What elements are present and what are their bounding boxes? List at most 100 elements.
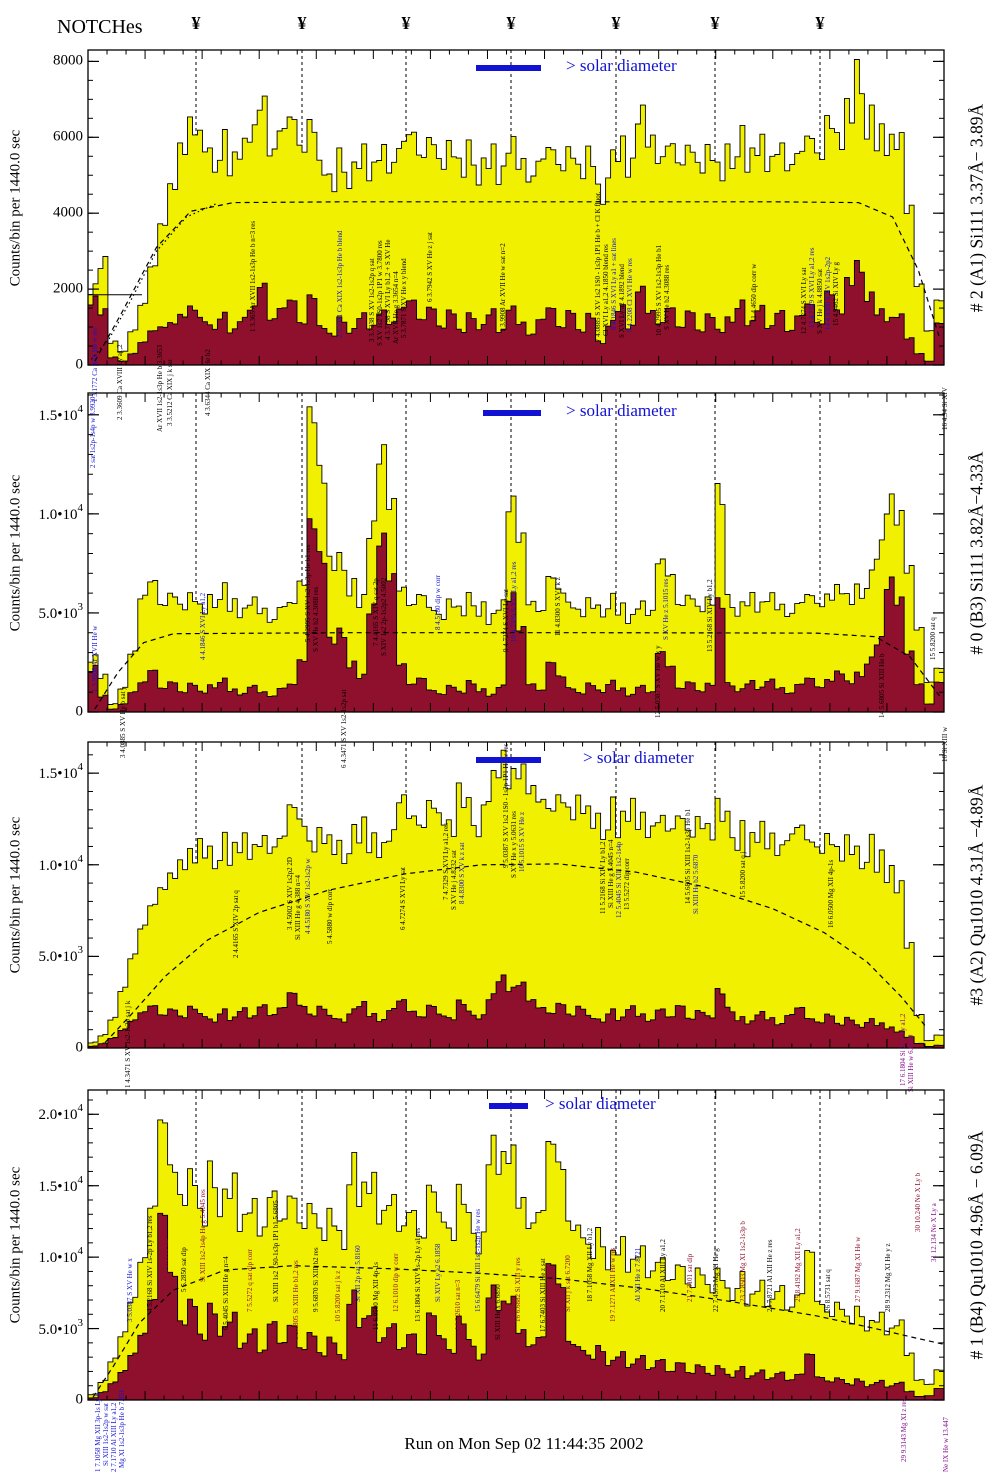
spectral-line-annotation: 3 3.7338 S XV 1s2-1s2p q sat bbox=[368, 258, 376, 342]
response-curve-panel4 bbox=[92, 1265, 945, 1398]
notch-marker: ¥ bbox=[401, 13, 411, 33]
spectral-line-annotation: 1 3.9908 Ar XVII He w bbox=[91, 625, 99, 692]
background-histogram-panel2 bbox=[87, 518, 945, 713]
solar-diameter-bar bbox=[483, 410, 541, 416]
y-tick-label: 0 bbox=[75, 1039, 84, 1056]
spectral-line-annotation: 13 6.1804 Si XIV 1s-2p Ly a1 res bbox=[414, 1227, 422, 1322]
spectral-line-annotation: 16 4.94 Si XIV bbox=[941, 387, 949, 430]
solar-diameter-label: > solar diameter bbox=[583, 748, 694, 767]
spectral-line-annotation: 21 7.3101 sat dip bbox=[686, 1253, 694, 1302]
y-tick-label: 1.0•104 bbox=[38, 852, 83, 874]
spectral-line-annotation: 5 3.7871 S XV He x y blend bbox=[400, 258, 408, 338]
right-label-panel4: # 1 (B4) Qu1010 4.96Å − 6.09Å bbox=[966, 1130, 987, 1360]
y-tick-label: 2.0•104 bbox=[38, 1102, 83, 1124]
spectral-line-annotation: 8 4.5180 dip w corr bbox=[434, 574, 442, 630]
spectral-line-annotation: 6 4.7274 S XVI Ly sat bbox=[399, 867, 407, 930]
spectral-line-annotation: 11 4.8300 S XV j k z bbox=[554, 577, 562, 636]
spectral-line-annotation: 24 7.8721 Al XII He z res bbox=[766, 1239, 774, 1312]
spectral-line-annotation: 1 3.9908 Ar XVII He w sat n=2 bbox=[499, 243, 507, 332]
y-tick-label: 0 bbox=[75, 703, 84, 720]
spectral-line-annotation: 9 4.2208 Cl XVI He w res bbox=[626, 258, 634, 332]
spectral-line-annotation: Mg XI 1s2-1s3p He b 7.851 bbox=[118, 1389, 126, 1468]
spectral-line-annotation: 1 3.1772 Ca XIX He w res bbox=[91, 327, 99, 402]
spectral-line-annotation: 2 3.3609 Ca XVIII Ly a1,2 bbox=[116, 344, 124, 420]
response-curve-panel3 bbox=[104, 863, 928, 1043]
solar-diameter-bar bbox=[489, 1103, 528, 1109]
spectral-line-annotation: 12 4.7274 S XVI Ly sat bbox=[800, 267, 808, 334]
spectral-line-annotation: 14 5.6805 Si XIII He b bbox=[878, 653, 886, 718]
right-label-panel1: # 2 (A1) Si111 3.37Å− 3.89Å bbox=[966, 103, 987, 313]
notch-marker: ¥ bbox=[506, 13, 516, 33]
spectral-line-annotation: 5 4.5880 w dip corr bbox=[326, 888, 334, 944]
notch-marker: ¥ bbox=[710, 13, 720, 33]
spectral-line-annotation: Si XIII He g 5.4045 n=4 bbox=[607, 839, 615, 908]
spectral-line-annotation: 12 5.0387 S XV He w x y bbox=[654, 645, 662, 718]
spectral-line-annotation: 11 4.4650 dip corr w bbox=[750, 263, 758, 322]
notch-marker: ¥ bbox=[611, 13, 621, 33]
spectral-line-annotation: 15 4.9462 Si XIV Ly g bbox=[832, 261, 840, 326]
spectral-line-annotation: Ar XVII 1s2-1s3p He b 3.3653 bbox=[156, 344, 164, 432]
spectral-line-annotation: 1 7.1058 Mg XII 3p-1s Ly b bbox=[94, 1392, 102, 1472]
spectral-line-annotation: Si XIII He w 6.6479 bbox=[907, 1034, 915, 1092]
response-curve-panel1 bbox=[90, 203, 217, 360]
run-timestamp-caption: Run on Mon Sep 02 11:44:35 2002 bbox=[404, 1434, 644, 1453]
spectral-line-annotation: 18 7.1058 Mg XII Ly b1,2 bbox=[586, 1227, 594, 1302]
spectral-line-annotation: S XV He j 4.8232 sat bbox=[450, 850, 458, 910]
solar-diameter-bar bbox=[476, 65, 541, 71]
y-tick-label: 1.5•104 bbox=[38, 1173, 83, 1195]
spectral-line-annotation: Si XIII He x 6.6850 bbox=[494, 1284, 502, 1340]
background-histogram-panel4 bbox=[87, 1212, 945, 1401]
y-tick-label: 2000 bbox=[53, 280, 83, 297]
y-tick-label: 6000 bbox=[53, 128, 83, 145]
spectral-line-annotation: 7 4.7329 S XVI Ly a1,2 res bbox=[442, 823, 450, 900]
spectral-line-annotation: 10 5.8200 sat j k z bbox=[334, 1271, 342, 1322]
notch-marker: ¥ bbox=[297, 13, 307, 33]
spectral-line-annotation: 9 5.0387 S XV 1s2 1S0 - 1s2p 1P1 He w re… bbox=[502, 743, 510, 868]
spectral-line-annotation: 3 4.0885 S XV He b sat j bbox=[119, 688, 127, 758]
spectral-line-annotation: 12 5.4045 Si XIII 1s2-1s4p bbox=[615, 841, 623, 918]
background-histogram-panel3 bbox=[87, 974, 945, 1049]
solar-diameter-label: > solar diameter bbox=[545, 1094, 656, 1113]
spectral-line-annotation: 25 8.4192 Mg XII Ly a1,2 bbox=[794, 1228, 802, 1302]
spectral-line-annotation: 5 4.2995 S XV 1s2-1s3p He b1 res bbox=[304, 544, 312, 642]
notches-title: NOTCHes bbox=[57, 16, 143, 38]
spectral-line-annotation: 4 3.6344 Ca XIX He b2 bbox=[204, 349, 212, 416]
spectral-line-annotation: 1 3.365 Ar XVII 1s2-1s3p He b n=3 res bbox=[249, 221, 257, 332]
background-histogram-panel1 bbox=[87, 260, 945, 366]
right-label-panel3: #3 (A2) Qu1010 4.31Å −4.89Å bbox=[966, 784, 987, 1006]
spectral-line-annotation: 3 4.5002 S XIV 1s2p2 2D bbox=[286, 857, 294, 930]
spectral-line-annotation: 13 5.5272 dip corr bbox=[623, 858, 631, 910]
spectral-line-annotation: 17 6.7403 Si XIII He z sat bbox=[539, 1258, 547, 1332]
spectral-line-annotation: 3 5.0387 S XV He w x bbox=[126, 1258, 134, 1322]
spectral-line-annotation: 4 5.2168 Si XIV 1s-2p Ly b1,2 res bbox=[146, 1215, 154, 1312]
spectral-line-annotation: 16 6.6882 Si XIII y res bbox=[514, 1257, 522, 1322]
spectral-line-annotation: Si XIII 1s2-1s4p He g 5.4045 res bbox=[199, 1189, 207, 1282]
y-tick-label: 4000 bbox=[53, 204, 83, 221]
spectral-line-annotation: 7 5.5272 q sat dip corr bbox=[246, 1248, 254, 1312]
spectral-line-annotation: 28 9.2312 Mg XI He y z bbox=[884, 1243, 892, 1312]
y-tick-label: 5.0•103 bbox=[38, 600, 83, 622]
spectral-line-annotation: 13 4.7329 S XVI Ly a1,2 res bbox=[808, 247, 816, 328]
spectral-line-annotation: S XV He x y 5.0631 res bbox=[510, 811, 518, 878]
spectral-line-annotation: 8 5.6805 Si XIII He b1,2 res bbox=[292, 1260, 300, 1340]
y-tick-label: 1.5•104 bbox=[38, 761, 83, 783]
spectral-line-annotation: 14 4.8300 S XV 1s2p-2p2 bbox=[824, 256, 832, 330]
spectral-line-annotation: S XV 1s2 1S0-1s2p 1P1 w 3.7800 res bbox=[376, 240, 384, 346]
spectral-line-annotation: 4 4.1846 S XVI Ly a1,2 bbox=[199, 592, 207, 660]
spectral-line-annotation: 9 5.6870 Si XIII b2 res bbox=[312, 1247, 320, 1312]
spectral-line-annotation: 2 sat 1s2p-1s4p w 3.9920 bbox=[89, 396, 97, 468]
spectral-line-annotation: 6 3.7942 S XV He z j sat bbox=[426, 232, 434, 302]
response-curve-panel1 bbox=[94, 201, 941, 362]
spectral-line-annotation: 12 6.1010 dip w corr bbox=[392, 1253, 400, 1312]
spectral-line-annotation: S XV He j k 4.8850 sat bbox=[816, 269, 824, 334]
spectral-line-annotation: 2 4.4165 S XIV 2p sat q bbox=[232, 890, 240, 958]
spectral-line-annotation: 14 5.6805 Si XIII 1s2-1s3p He b1 bbox=[684, 808, 692, 904]
spectral-line-annotation: 27 9.1687 Mg XI He w bbox=[854, 1236, 862, 1302]
spectral-line-annotation: Si XIII He b2 5.6870 bbox=[692, 854, 700, 914]
spectral-line-annotation: 1 4.3471 S XV 1s2-1s2p sat j k bbox=[124, 1000, 132, 1088]
spectral-line-annotation: 31 12.134 Ne X Ly a bbox=[930, 1202, 938, 1262]
spectral-line-annotation: S XV He b2 4.3088 res bbox=[663, 265, 671, 330]
spectral-line-annotation: 15 5.8200 sat q bbox=[929, 617, 937, 660]
total-counts-histogram-panel2 bbox=[87, 406, 945, 713]
